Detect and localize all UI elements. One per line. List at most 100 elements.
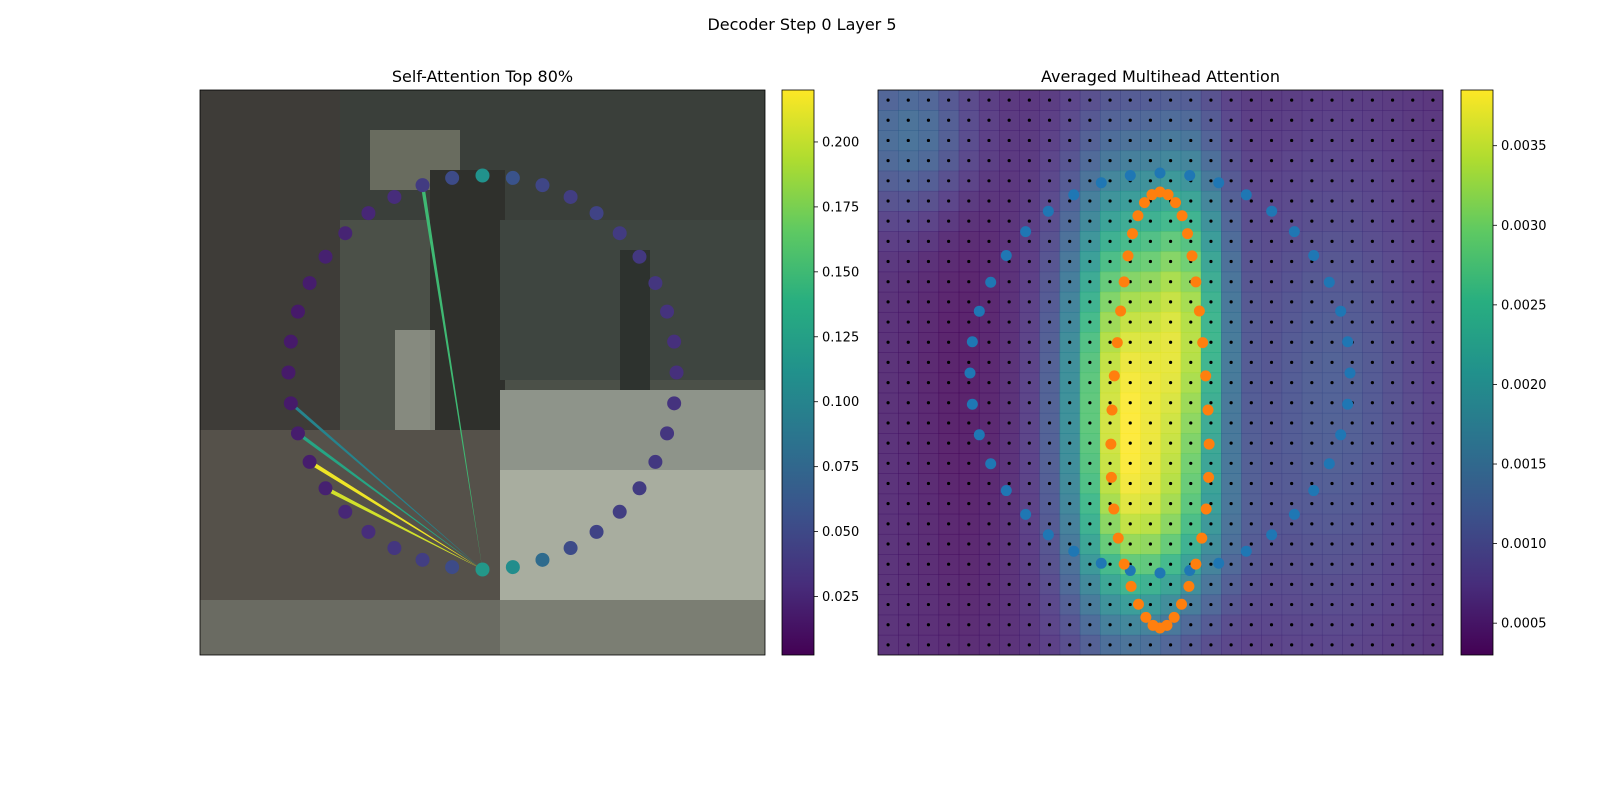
grid-dot — [1310, 179, 1314, 183]
grid-dot — [1148, 138, 1153, 143]
grid-dot — [1411, 159, 1415, 163]
grid-dot — [1330, 401, 1334, 405]
grid-dot — [1128, 118, 1132, 122]
grid-dot — [1411, 179, 1415, 183]
series-point-orange — [1186, 250, 1198, 262]
series-point-orange — [1112, 532, 1124, 544]
series-point-blue — [1288, 508, 1300, 520]
grid-dot — [947, 259, 951, 264]
grid-dot — [1431, 159, 1435, 163]
grid-dot — [1108, 98, 1112, 102]
series-point-blue — [1042, 529, 1054, 541]
grid-dot — [1088, 360, 1092, 365]
grid-dot — [906, 380, 910, 385]
grid-dot — [1027, 441, 1031, 445]
grid-dot — [1027, 118, 1031, 122]
grid-dot — [1148, 179, 1153, 183]
query-point — [667, 334, 682, 349]
query-point — [632, 481, 647, 496]
grid-dot — [1390, 259, 1395, 264]
series-point-blue — [966, 336, 978, 348]
grid-dot — [1330, 219, 1334, 223]
series-point-blue — [985, 458, 997, 470]
grid-dot — [1148, 380, 1153, 385]
grid-dot — [1269, 138, 1274, 143]
grid-dot — [1390, 401, 1395, 405]
series-point-blue — [1323, 458, 1335, 470]
left-axes-frame — [199, 89, 766, 656]
grid-dot — [1310, 401, 1314, 405]
grid-dot — [1411, 643, 1415, 647]
grid-dot — [1148, 562, 1153, 566]
grid-dot — [1189, 239, 1193, 243]
grid-dot — [1370, 522, 1374, 526]
grid-dot — [1068, 300, 1072, 304]
grid-dot — [1269, 623, 1274, 627]
grid-dot — [1310, 118, 1314, 122]
grid-dot — [1189, 623, 1193, 627]
grid-dot — [1209, 401, 1213, 405]
grid-dot — [1411, 360, 1415, 365]
grid-dot — [1007, 461, 1011, 465]
grid-dot — [906, 461, 910, 465]
grid-dot — [926, 360, 931, 365]
series-point-orange — [1183, 580, 1195, 592]
query-point — [535, 552, 550, 567]
grid-dot — [1269, 380, 1274, 385]
grid-dot — [967, 360, 971, 365]
grid-dot — [947, 98, 951, 102]
grid-dot — [967, 98, 971, 102]
grid-dot — [1007, 623, 1011, 627]
grid-dot — [1027, 481, 1031, 486]
query-point — [445, 170, 460, 185]
grid-dot — [1047, 481, 1052, 486]
grid-dot — [947, 239, 951, 243]
grid-dot — [906, 98, 910, 102]
grid-dot — [1148, 159, 1153, 163]
grid-dot — [1068, 421, 1072, 425]
grid-dot — [1350, 280, 1354, 284]
grid-dot — [1007, 562, 1011, 566]
grid-dot — [1148, 602, 1153, 607]
grid-dot — [1108, 522, 1112, 526]
attention-edge — [289, 402, 483, 570]
grid-dot — [1249, 300, 1253, 304]
grid-dot — [1411, 542, 1415, 546]
grid-dot — [1047, 118, 1052, 122]
grid-dot — [1209, 300, 1213, 304]
grid-dot — [947, 441, 951, 445]
grid-dot — [1431, 461, 1435, 465]
series-point-orange — [1200, 370, 1212, 382]
grid-dot — [1128, 239, 1132, 243]
grid-dot — [987, 360, 991, 365]
query-point — [667, 396, 682, 411]
grid-dot — [1068, 441, 1072, 445]
series-point-blue — [1095, 557, 1107, 569]
grid-dot — [1027, 98, 1031, 102]
grid-dot — [1229, 643, 1233, 647]
grid-dot — [906, 643, 910, 647]
grid-dot — [1209, 502, 1213, 506]
grid-dot — [1168, 602, 1173, 607]
grid-dot — [1290, 300, 1294, 304]
grid-dot — [1290, 421, 1294, 425]
grid-dot — [1108, 159, 1112, 163]
grid-dot — [1290, 360, 1294, 365]
grid-dot — [886, 138, 890, 143]
query-point — [318, 249, 333, 264]
grid-dot — [1310, 643, 1314, 647]
grid-dot — [1290, 219, 1294, 223]
grid-dot — [1229, 522, 1233, 526]
grid-dot — [1290, 441, 1294, 445]
grid-dot — [987, 138, 991, 143]
grid-dot — [1229, 300, 1233, 304]
grid-dot — [1431, 360, 1435, 365]
grid-dot — [1189, 98, 1193, 102]
grid-dot — [1269, 280, 1274, 284]
grid-dot — [1229, 562, 1233, 566]
grid-dot — [1128, 138, 1132, 143]
grid-dot — [1027, 199, 1031, 203]
grid-dot — [1411, 320, 1415, 324]
grid-dot — [1148, 401, 1153, 405]
grid-dot — [1189, 360, 1193, 365]
